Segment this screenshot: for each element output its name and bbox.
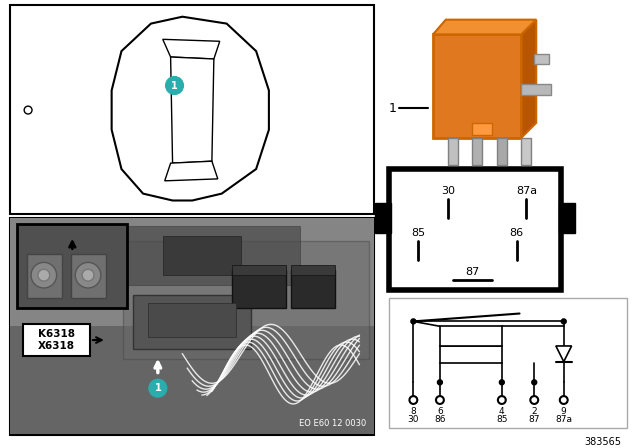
Text: 86: 86 <box>434 415 445 424</box>
Polygon shape <box>163 39 220 59</box>
Text: 8: 8 <box>410 407 416 416</box>
Text: K6318: K6318 <box>38 329 75 339</box>
Bar <box>497 138 507 165</box>
Bar <box>10 218 374 326</box>
Text: 87a: 87a <box>556 415 572 424</box>
Bar <box>10 218 374 435</box>
Polygon shape <box>433 34 522 138</box>
Bar <box>472 123 492 135</box>
Polygon shape <box>111 17 269 201</box>
Circle shape <box>499 380 504 385</box>
Bar <box>559 203 575 233</box>
Bar <box>232 270 285 308</box>
Bar <box>71 254 106 298</box>
Text: EO E60 12 0030: EO E60 12 0030 <box>299 418 366 427</box>
Text: 30: 30 <box>441 185 455 196</box>
Polygon shape <box>171 57 214 163</box>
Text: 1: 1 <box>388 102 397 115</box>
Bar <box>388 298 627 427</box>
Circle shape <box>411 319 416 324</box>
Circle shape <box>561 319 566 324</box>
Bar <box>104 226 300 285</box>
Circle shape <box>560 396 568 404</box>
Bar <box>291 270 335 308</box>
Bar <box>440 346 502 363</box>
Bar <box>375 203 391 233</box>
Circle shape <box>410 396 417 404</box>
Bar <box>472 138 482 165</box>
Bar <box>148 303 236 337</box>
Text: 9: 9 <box>561 407 566 416</box>
Circle shape <box>532 380 537 385</box>
Circle shape <box>31 263 56 288</box>
Bar <box>124 241 369 359</box>
Text: 87: 87 <box>529 415 540 424</box>
Bar <box>522 83 551 95</box>
Text: 383565: 383565 <box>585 437 621 448</box>
Polygon shape <box>433 20 536 34</box>
Text: 1: 1 <box>154 383 161 393</box>
Circle shape <box>436 396 444 404</box>
Bar <box>388 169 561 290</box>
Text: 30: 30 <box>408 415 419 424</box>
Bar <box>440 326 502 346</box>
Circle shape <box>531 396 538 404</box>
Circle shape <box>498 396 506 404</box>
Circle shape <box>438 380 442 385</box>
Bar <box>448 138 458 165</box>
Bar <box>534 54 549 64</box>
Circle shape <box>38 269 50 281</box>
Bar <box>232 265 285 275</box>
Bar <box>438 39 516 133</box>
Circle shape <box>149 379 166 397</box>
Text: 2: 2 <box>531 407 537 416</box>
Text: 86: 86 <box>509 228 524 238</box>
Text: X6318: X6318 <box>38 341 75 351</box>
Bar <box>10 5 374 214</box>
Circle shape <box>166 77 184 95</box>
Bar <box>17 224 127 308</box>
Polygon shape <box>556 346 572 362</box>
Circle shape <box>82 269 94 281</box>
Text: 85: 85 <box>412 228 426 238</box>
Polygon shape <box>522 20 536 138</box>
Text: 87: 87 <box>465 267 479 277</box>
Bar <box>23 324 90 356</box>
Bar <box>27 254 61 298</box>
Text: 1: 1 <box>171 81 178 90</box>
Text: 6: 6 <box>437 407 443 416</box>
Bar <box>133 295 252 349</box>
Bar <box>10 326 374 435</box>
Text: 4: 4 <box>499 407 504 416</box>
Circle shape <box>24 106 32 114</box>
Circle shape <box>76 263 101 288</box>
Polygon shape <box>164 161 218 181</box>
Text: 87a: 87a <box>516 185 537 196</box>
Bar <box>163 236 241 275</box>
Text: 85: 85 <box>496 415 508 424</box>
Bar <box>291 265 335 275</box>
Bar <box>522 138 531 165</box>
